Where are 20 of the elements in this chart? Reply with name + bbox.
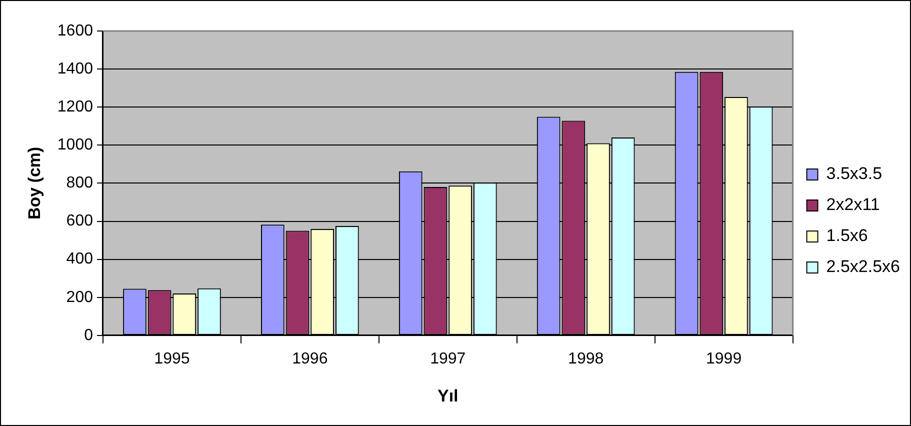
y-tick-label: 1600 [57, 22, 94, 40]
x-tick-label: 1999 [706, 350, 742, 368]
y-tick-label: 1400 [57, 60, 94, 78]
y-tick-label: 1200 [57, 98, 94, 116]
legend-label: 1.5x6 [826, 226, 868, 246]
y-tick-label: 800 [66, 174, 94, 192]
y-tick-label: 400 [66, 250, 94, 268]
x-tick-label: 1998 [568, 350, 604, 368]
legend-label: 2.5x2.5x6 [826, 257, 900, 276]
x-tick-label: 1995 [154, 350, 190, 368]
y-axis-title: Boy (cm) [24, 146, 44, 220]
x-tick-label: 1996 [292, 350, 328, 368]
legend-label: 2x2x11 [826, 195, 880, 214]
x-axis-title: Yıl [437, 386, 458, 406]
y-tick-label: 1000 [57, 136, 94, 154]
y-tick-label: 200 [66, 288, 94, 306]
legend-label: 3.5x3.5 [826, 164, 882, 184]
x-tick-label: 1997 [430, 350, 466, 368]
y-tick-label: 600 [66, 212, 94, 230]
y-tick-label: 0 [84, 326, 94, 344]
